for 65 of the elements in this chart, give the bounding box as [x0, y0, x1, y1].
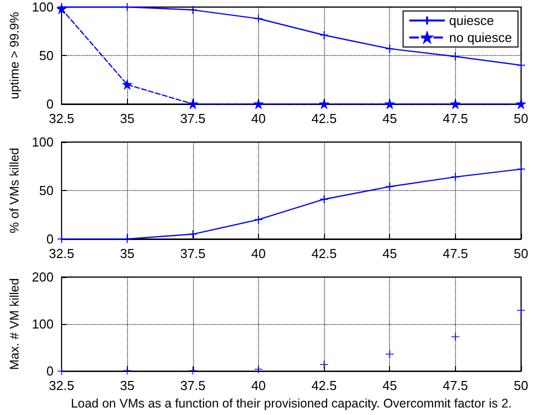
point — [450, 100, 460, 108]
point — [320, 30, 329, 40]
point — [122, 366, 132, 376]
x-tick-label: 50 — [514, 111, 528, 126]
y-tick-label: 0 — [46, 232, 54, 246]
y-tick-label: 100 — [32, 316, 54, 332]
y-tick-label: 50 — [39, 183, 54, 198]
x-tick-label: 45 — [382, 378, 397, 394]
y-tick-label: 200 — [32, 270, 54, 284]
x-tick-label: 42.5 — [311, 246, 337, 261]
y-axis-title: uptime > 99.9% — [8, 12, 22, 100]
point — [188, 230, 198, 239]
x-tick-label: 37.5 — [180, 246, 206, 261]
point — [385, 350, 394, 359]
legend-label: quiesce — [449, 13, 494, 28]
x-tick-label: 35 — [120, 246, 134, 261]
x-tick-label: 47.5 — [442, 378, 468, 394]
x-tick-label: 50 — [514, 246, 528, 261]
x-tick-label: 40 — [251, 111, 266, 126]
point — [516, 306, 526, 315]
x-tick-label: 40 — [251, 246, 266, 261]
point — [320, 360, 329, 370]
point — [254, 14, 263, 24]
point — [516, 60, 526, 70]
x-tick-label: 35 — [120, 111, 134, 126]
point — [254, 215, 263, 224]
y-tick-label: 100 — [32, 134, 54, 150]
point — [385, 182, 394, 192]
x-tick-label: 32.5 — [48, 378, 74, 394]
point — [450, 52, 460, 61]
point — [254, 364, 263, 374]
legend-label: no quiesce — [449, 30, 512, 45]
x-tick-label: 40 — [251, 378, 266, 394]
point — [320, 194, 329, 204]
x-axis-title: Load on VMs as a function of their provisioned capacity. Overcommit factor is 2. — [70, 396, 512, 410]
point — [188, 5, 198, 14]
x-tick-label: 35 — [120, 378, 134, 394]
point — [188, 100, 198, 108]
point — [122, 80, 132, 90]
point — [57, 366, 66, 376]
x-tick-label: 45 — [382, 246, 397, 261]
x-tick-label: 45 — [382, 111, 397, 126]
point — [320, 100, 329, 108]
point — [385, 44, 394, 54]
point — [516, 164, 526, 174]
x-tick-label: 47.5 — [442, 111, 468, 126]
point — [450, 172, 460, 182]
x-tick-label: 37.5 — [180, 111, 206, 126]
x-tick-label: 37.5 — [180, 378, 206, 394]
x-tick-label: 42.5 — [311, 378, 337, 394]
x-tick-label: 42.5 — [311, 111, 337, 126]
y-tick-label: 0 — [46, 364, 54, 379]
x-tick-label: 50 — [514, 378, 528, 394]
x-tick-label: 47.5 — [442, 246, 468, 261]
y-axis-title: Max. # VM killed — [8, 278, 22, 370]
y-tick-label: 50 — [39, 48, 54, 63]
y-tick-label: 0 — [46, 96, 54, 112]
point — [188, 366, 198, 376]
x-tick-label: 32.5 — [48, 111, 74, 126]
point — [450, 332, 460, 342]
point — [385, 100, 394, 108]
y-axis-title: % of VMs killed — [8, 148, 22, 234]
point — [254, 100, 263, 108]
y-tick-label: 100 — [32, 0, 54, 14]
x-tick-label: 32.5 — [48, 246, 74, 261]
